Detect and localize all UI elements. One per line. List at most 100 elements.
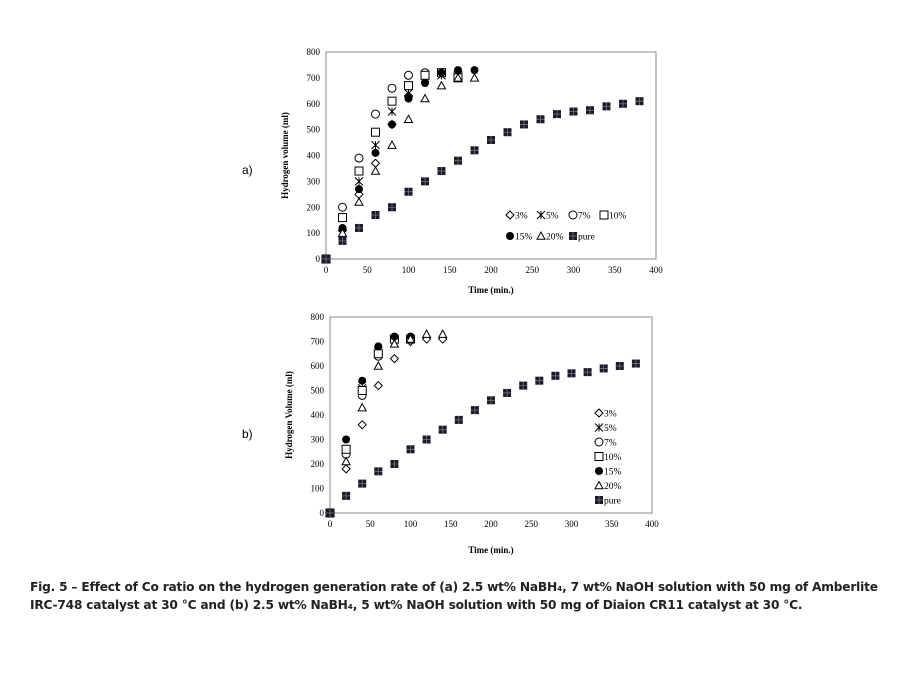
legend-marker — [595, 467, 603, 475]
data-point-cross — [553, 110, 561, 119]
data-point-cross — [487, 396, 495, 405]
y-tick-label: 0 — [316, 254, 321, 264]
legend-marker — [594, 452, 604, 461]
data-point-cross — [635, 97, 644, 106]
data-point-cross — [602, 102, 611, 111]
data-point — [420, 93, 430, 103]
data-point — [404, 81, 413, 91]
data-point — [390, 332, 399, 341]
data-point-cross — [358, 479, 367, 488]
y-tick-label: 300 — [311, 435, 325, 445]
legend: 3% 5% 7% 10% 15% 20% pure — [505, 210, 627, 243]
legend-label: 10% — [604, 453, 622, 463]
data-point-cross — [371, 211, 380, 220]
data-point — [373, 349, 383, 359]
data-point — [387, 83, 397, 93]
data-point — [354, 166, 364, 176]
data-point — [338, 202, 347, 212]
data-point-cross — [388, 203, 396, 212]
y-tick-label: 500 — [311, 386, 325, 396]
chart-b: 0 50 100 150 200 250 300 350 400 0 100 200 300 400 500… — [284, 312, 659, 555]
caption-line-1: Fig. 5 – Effect of Co ratio on the hydro… — [30, 580, 878, 594]
data-point-cross — [631, 359, 640, 368]
data-point — [437, 329, 448, 338]
data-point — [355, 185, 363, 194]
data-point — [436, 80, 447, 90]
data-point-cross — [551, 371, 560, 380]
legend-marker — [505, 210, 515, 220]
legend-label: 15% — [604, 468, 622, 478]
data-point-cross — [519, 381, 528, 390]
data-point — [354, 177, 364, 186]
x-tick-label: 400 — [645, 519, 659, 529]
data-point — [404, 70, 413, 80]
x-tick-label: 0 — [324, 265, 329, 275]
legend-label: 7% — [578, 212, 591, 222]
data-point-cross — [535, 376, 544, 385]
x-tick-label: 50 — [363, 265, 373, 275]
data-point — [373, 380, 384, 391]
data-point-cross — [503, 388, 512, 397]
legend-marker-cross — [569, 232, 577, 240]
data-point-cross — [406, 445, 415, 454]
data-point-cross — [470, 146, 479, 155]
series-20% — [325, 329, 448, 517]
x-tick-label: 150 — [443, 265, 457, 275]
data-point — [421, 79, 429, 88]
x-tick-label: 150 — [444, 519, 458, 529]
legend-marker — [594, 480, 604, 490]
data-point-cross — [390, 460, 399, 468]
y-tick-label: 600 — [307, 99, 321, 109]
legend-marker — [599, 210, 609, 220]
data-point-cross — [520, 120, 528, 129]
y-axis-label: Hydrogen Volume (ml) — [284, 371, 294, 459]
legend-label: pure — [578, 233, 595, 243]
y-tick-label: 100 — [307, 228, 321, 238]
data-point — [357, 420, 367, 430]
data-point — [403, 114, 414, 123]
y-tick-label: 500 — [307, 125, 321, 135]
series-5% — [325, 334, 415, 518]
x-tick-label: 250 — [525, 519, 539, 529]
data-point — [338, 223, 347, 232]
legend-label: 5% — [604, 424, 617, 434]
panel-label-b: b) — [242, 427, 253, 441]
x-tick-label: 50 — [366, 519, 376, 529]
legend-marker — [594, 423, 604, 432]
data-point — [374, 342, 383, 351]
legend-marker — [506, 232, 514, 240]
legend-marker — [536, 230, 546, 240]
data-point — [357, 386, 367, 395]
data-point — [388, 120, 396, 129]
data-point-cross — [536, 115, 545, 124]
x-tick-label: 300 — [567, 265, 581, 275]
data-point — [342, 435, 351, 444]
y-tick-label: 300 — [307, 176, 321, 186]
data-point — [453, 72, 463, 82]
x-tick-label: 0 — [328, 519, 333, 529]
data-point-cross — [326, 509, 334, 517]
plot-area — [325, 51, 657, 260]
series-pure — [322, 97, 644, 263]
data-point — [469, 72, 480, 82]
y-tick-label: 200 — [307, 202, 321, 212]
data-point — [337, 228, 348, 237]
caption-line-2: IRC-748 catalyst at 30 °C and (b) 2.5 wt… — [30, 598, 803, 612]
data-point-cross — [322, 255, 330, 263]
y-tick-label: 700 — [307, 73, 321, 83]
series-10% — [325, 334, 415, 518]
x-tick-label: 350 — [608, 265, 622, 275]
data-point-cross — [374, 467, 383, 476]
data-point — [387, 96, 397, 106]
data-point-cross — [615, 362, 624, 370]
y-tick-label: 800 — [307, 47, 321, 57]
legend-label: 20% — [546, 233, 564, 243]
data-point — [387, 107, 397, 116]
legend-marker — [568, 210, 578, 220]
series-pure — [326, 359, 640, 517]
data-point — [421, 329, 432, 338]
data-point — [420, 70, 430, 80]
plot-area — [329, 316, 653, 514]
legend-label: 5% — [546, 212, 559, 222]
data-point — [387, 140, 397, 149]
